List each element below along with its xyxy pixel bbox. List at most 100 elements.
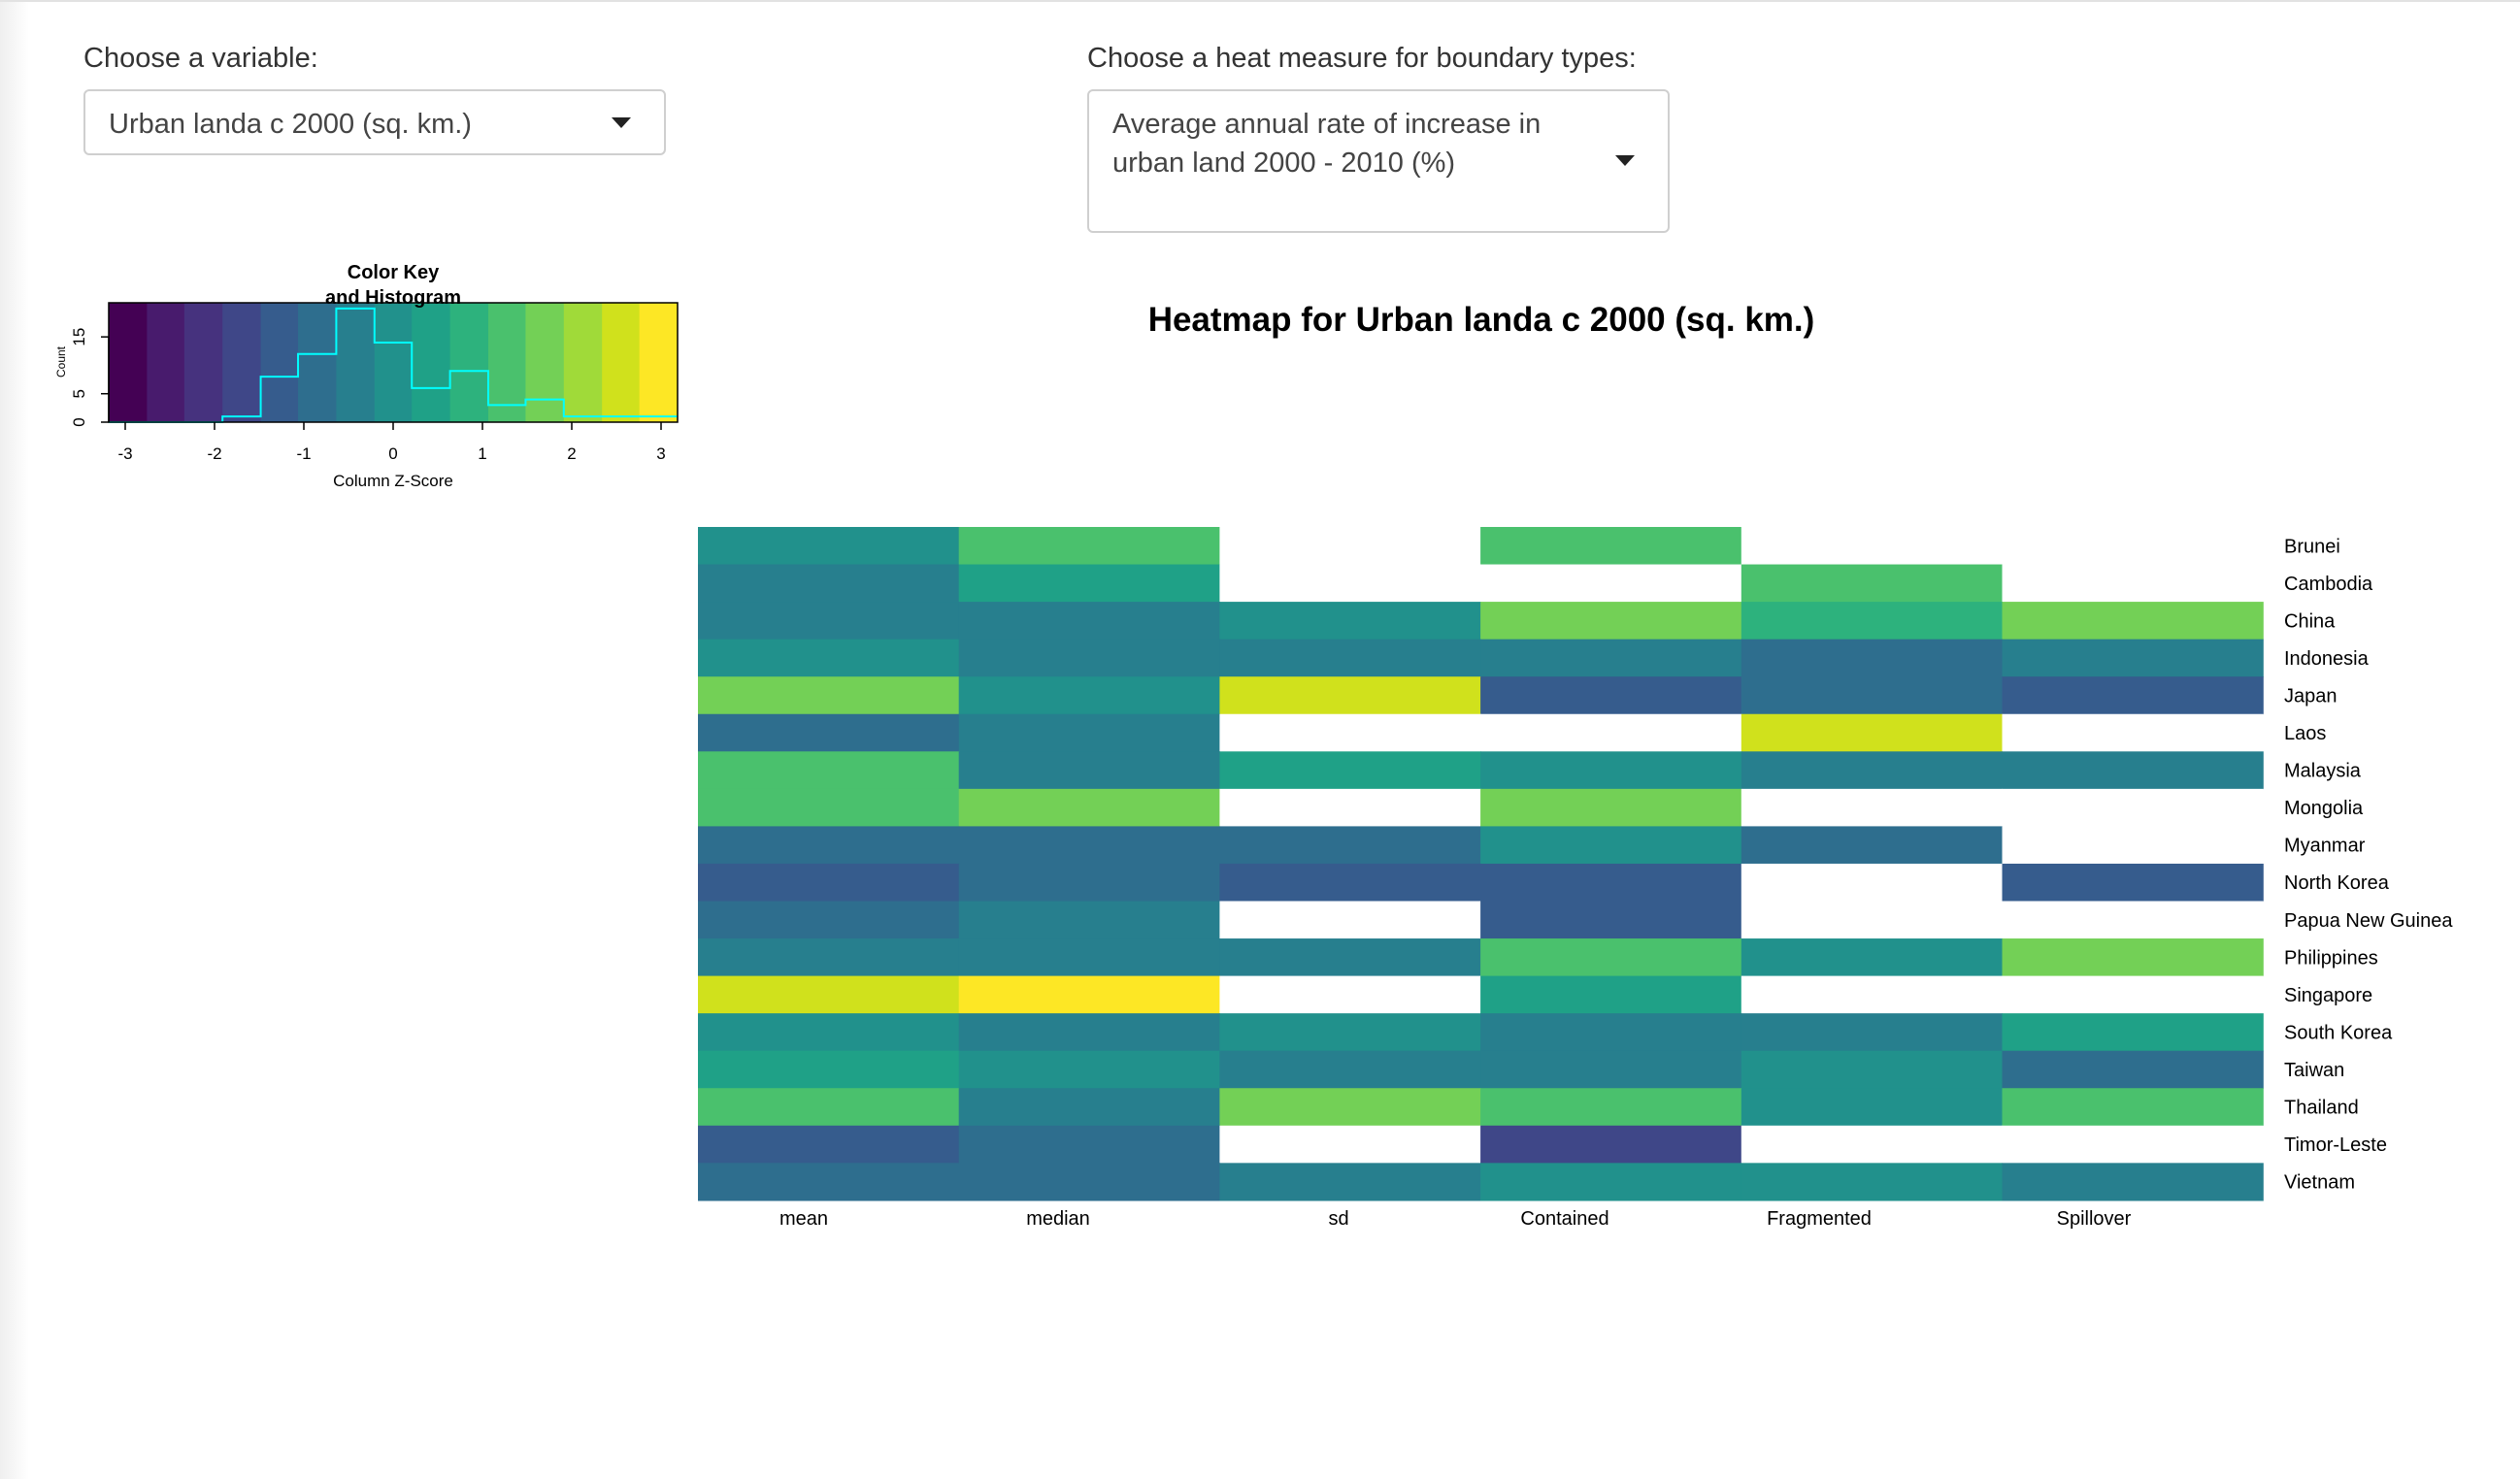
color-key-title: Color Key bbox=[348, 262, 440, 283]
heatmap-cell bbox=[1219, 1050, 1481, 1089]
heatmap-cell bbox=[698, 1013, 960, 1052]
heatmap-cell bbox=[2002, 975, 2264, 1014]
heat-measure-select[interactable]: Average annual rate of increase in urban… bbox=[1087, 89, 1670, 233]
heatmap-cell bbox=[1219, 863, 1481, 903]
heatmap-cell bbox=[2002, 826, 2264, 865]
heatmap-cell bbox=[698, 788, 960, 827]
heatmap-cell bbox=[958, 527, 1220, 566]
heatmap-cell bbox=[1219, 676, 1481, 715]
row-label: Brunei bbox=[2284, 536, 2340, 557]
heatmap-cell bbox=[958, 1013, 1220, 1052]
row-label: China bbox=[2284, 610, 2336, 632]
variable-label: Choose a variable: bbox=[83, 43, 318, 74]
heatmap-title: Heatmap for Urban landa c 2000 (sq. km.) bbox=[1148, 301, 1815, 339]
heatmap-cell bbox=[1219, 1013, 1481, 1052]
heatmap-cell bbox=[1480, 901, 1742, 939]
heatmap-cell bbox=[2002, 602, 2264, 641]
heatmap-cell bbox=[1480, 1013, 1742, 1052]
heatmap-cell bbox=[1741, 564, 2004, 603]
heatmap-cell bbox=[958, 863, 1220, 903]
heatmap-cell bbox=[1741, 1125, 2004, 1164]
heatmap-cell bbox=[1741, 1163, 2004, 1201]
heatmap-cell bbox=[698, 826, 960, 865]
heatmap-cell bbox=[1480, 975, 1742, 1014]
x-tick-label: 3 bbox=[656, 444, 665, 463]
heatmap-cell bbox=[698, 751, 960, 790]
heatmap-cell bbox=[2002, 713, 2264, 752]
heatmap-cell bbox=[1219, 1163, 1481, 1201]
column-label: sd bbox=[1328, 1208, 1348, 1230]
color-key-swatch bbox=[525, 303, 565, 422]
heatmap-cell bbox=[2002, 788, 2264, 827]
column-label: Spillover bbox=[2057, 1208, 2132, 1230]
heatmap-cell bbox=[2002, 564, 2264, 603]
heatmap-cell bbox=[698, 1163, 960, 1201]
heatmap-cell bbox=[698, 713, 960, 752]
column-label: Fragmented bbox=[1767, 1208, 1872, 1230]
color-key-swatch bbox=[183, 303, 223, 422]
x-tick-label: 2 bbox=[567, 444, 576, 463]
heatmap-cell bbox=[1741, 527, 2004, 566]
heatmap-cell bbox=[1480, 1125, 1742, 1164]
caret-down-icon bbox=[1615, 155, 1635, 166]
heatmap-cell bbox=[1741, 751, 2004, 790]
variable-selected-value: Urban landa c 2000 (sq. km.) bbox=[109, 109, 472, 140]
row-label: Laos bbox=[2284, 723, 2326, 744]
top-border bbox=[0, 0, 2520, 2]
heatmap-cell bbox=[958, 938, 1220, 977]
row-label: Japan bbox=[2284, 685, 2338, 707]
heatmap-cell bbox=[1480, 863, 1742, 903]
heatmap-cell bbox=[1219, 639, 1481, 677]
heatmap-cell bbox=[2002, 639, 2264, 677]
color-key-swatch bbox=[449, 303, 489, 422]
heatmap-cell bbox=[958, 639, 1220, 677]
heatmap-cell bbox=[958, 713, 1220, 752]
column-label: Contained bbox=[1520, 1208, 1608, 1230]
heatmap-cell bbox=[1219, 527, 1481, 566]
color-key-swatch bbox=[147, 303, 185, 422]
heatmap-cell bbox=[1480, 826, 1742, 865]
row-label: Thailand bbox=[2284, 1098, 2359, 1119]
heatmap-cell bbox=[1480, 639, 1742, 677]
color-key-swatch bbox=[222, 303, 262, 422]
heatmap-cell bbox=[1480, 1050, 1742, 1089]
color-key-swatch bbox=[374, 303, 413, 422]
row-label: Taiwan bbox=[2284, 1060, 2344, 1081]
heatmap-cell bbox=[1480, 1163, 1742, 1201]
heatmap-cell bbox=[1219, 938, 1481, 977]
heatmap-cell bbox=[1219, 602, 1481, 641]
heatmap-cell bbox=[1480, 564, 1742, 603]
heatmap-cell bbox=[2002, 527, 2264, 566]
y-tick-label: 15 bbox=[70, 328, 88, 346]
x-tick-label: -1 bbox=[296, 444, 311, 463]
heatmap-cell bbox=[698, 901, 960, 939]
variable-select[interactable]: Urban landa c 2000 (sq. km.) bbox=[83, 89, 666, 155]
heatmap-cell bbox=[958, 751, 1220, 790]
heatmap-cell bbox=[2002, 751, 2264, 790]
heatmap-cell bbox=[1219, 713, 1481, 752]
heatmap-cell bbox=[698, 1088, 960, 1127]
heatmap-cell bbox=[958, 788, 1220, 827]
heatmap-cell bbox=[1741, 676, 2004, 715]
y-tick-label: 0 bbox=[70, 417, 88, 426]
heatmap-cell bbox=[1741, 826, 2004, 865]
heatmap-cell bbox=[958, 1088, 1220, 1127]
row-label: Malaysia bbox=[2284, 761, 2362, 782]
heatmap-cell bbox=[1741, 1050, 2004, 1089]
heatmap-cell bbox=[1741, 901, 2004, 939]
heatmap-cell bbox=[2002, 863, 2264, 903]
heatmap-cell bbox=[698, 1125, 960, 1164]
caret-down-icon bbox=[612, 117, 631, 128]
heatmap-cell bbox=[2002, 901, 2264, 939]
color-key-xlabel: Column Z-Score bbox=[333, 472, 453, 490]
heatmap-cell bbox=[1480, 527, 1742, 566]
color-key-swatch bbox=[563, 303, 603, 422]
heatmap-cell bbox=[1480, 751, 1742, 790]
heatmap-cell bbox=[1219, 751, 1481, 790]
heatmap-cell bbox=[1741, 938, 2004, 977]
heatmap-cell bbox=[1480, 602, 1742, 641]
heatmap-cell bbox=[2002, 1013, 2264, 1052]
heatmap-cell bbox=[958, 901, 1220, 939]
x-tick-label: -2 bbox=[207, 444, 221, 463]
heatmap-cell bbox=[698, 938, 960, 977]
